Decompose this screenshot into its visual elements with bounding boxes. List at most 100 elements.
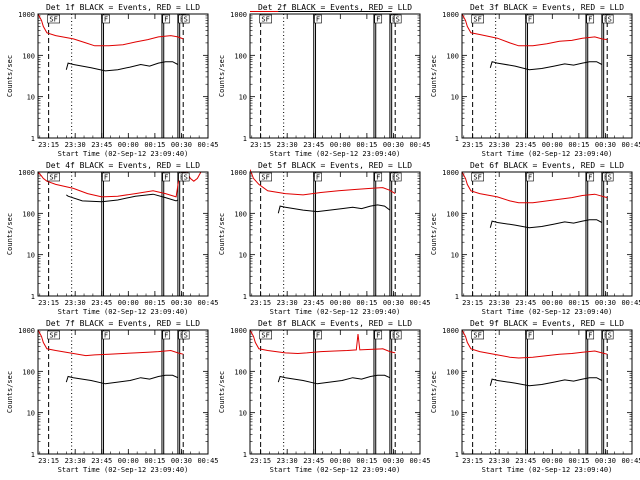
y-tick-label: 1 xyxy=(31,451,35,459)
marker-label-text: F xyxy=(316,332,320,340)
marker-label-sf: SF xyxy=(47,330,60,340)
marker-label-f: F xyxy=(526,172,534,182)
marker-label-sf: SF xyxy=(259,330,272,340)
series-line-lld xyxy=(38,13,184,47)
y-tick-label: 1 xyxy=(455,451,459,459)
x-tick-label: 00:45 xyxy=(197,457,218,465)
plot-frame xyxy=(461,329,633,455)
marker-label-f: F xyxy=(102,14,110,24)
x-tick-label: 23:30 xyxy=(489,299,510,307)
y-axis-label: Counts/sec xyxy=(218,371,226,413)
x-tick-label: 00:45 xyxy=(409,299,430,307)
y-tick-label: 100 xyxy=(22,52,35,60)
x-tick-label: 00:15 xyxy=(144,299,165,307)
marker-label-sf: SF xyxy=(47,172,60,182)
marker-label-sf: SF xyxy=(259,14,272,24)
plot-area xyxy=(250,169,396,296)
marker-label-f: F xyxy=(314,172,322,182)
marker-label-box xyxy=(314,330,322,340)
marker-label-f: F xyxy=(102,172,110,182)
y-tick-label: 100 xyxy=(22,368,35,376)
x-tick-label: 00:30 xyxy=(383,457,404,465)
x-tick-label: 00:45 xyxy=(621,141,640,149)
y-tick-label: 1 xyxy=(243,293,247,301)
x-tick-label: 00:15 xyxy=(356,141,377,149)
marker-label-s: S xyxy=(181,14,190,24)
x-tick-label: 00:45 xyxy=(197,141,218,149)
y-tick-label: 100 xyxy=(22,210,35,218)
y-tick-label: 10 xyxy=(451,94,459,102)
x-tick-label: 23:15 xyxy=(250,457,271,465)
y-tick-label: 100 xyxy=(446,52,459,60)
marker-label-text: S xyxy=(184,16,188,24)
x-tick-label: 23:15 xyxy=(38,141,59,149)
y-tick-label: 100 xyxy=(234,368,247,376)
plot-area xyxy=(38,329,184,454)
marker-label-sf: SF xyxy=(471,330,484,340)
x-axis-label: Start Time (02-Sep-12 23:09:40) xyxy=(58,466,189,474)
x-tick-label: 00:00 xyxy=(330,141,351,149)
marker-label-text: S xyxy=(396,174,400,182)
series-line-lld xyxy=(250,169,396,196)
marker-label-s: S xyxy=(605,330,614,340)
marker-label-box xyxy=(102,330,110,340)
marker-label-box xyxy=(162,14,171,24)
marker-label-text: F xyxy=(104,16,108,24)
marker-label-box xyxy=(586,330,595,340)
x-axis-label: Start Time (02-Sep-12 23:09:40) xyxy=(270,150,401,158)
marker-label-sf: SF xyxy=(47,14,60,24)
marker-label-box xyxy=(102,172,110,182)
marker-label-box xyxy=(314,14,322,24)
marker-label-f: F xyxy=(526,14,534,24)
plot-area xyxy=(462,13,608,138)
series-line-lld xyxy=(38,329,184,357)
x-axis-ticks: 23:15 23:30 23:45 00:00 00:15 00:30 00:45 xyxy=(38,14,219,149)
panel-det-8: Det 8f BLACK = Events, RED = LLD 1 10 100 10… xyxy=(218,319,431,474)
y-axis-label: Counts/sec xyxy=(430,55,438,97)
x-tick-label: 00:15 xyxy=(144,141,165,149)
x-tick-label: 23:30 xyxy=(65,299,86,307)
series-line-lld xyxy=(462,171,608,204)
marker-label-f: F xyxy=(162,172,171,182)
marker-label-box xyxy=(314,172,322,182)
marker-label-text: F xyxy=(104,174,108,182)
x-axis-label: Start Time (02-Sep-12 23:09:40) xyxy=(482,150,613,158)
marker-label-box xyxy=(471,172,484,182)
marker-label-box xyxy=(605,172,614,182)
marker-label-text: F xyxy=(528,16,532,24)
marker-label-box xyxy=(47,172,60,182)
marker-label-text: S xyxy=(184,174,188,182)
y-tick-label: 1 xyxy=(455,135,459,143)
series-line-lld xyxy=(38,171,202,198)
panel-title: Det 7f BLACK = Events, RED = LLD xyxy=(46,319,200,328)
plot-frame xyxy=(461,171,633,297)
panel-det-6: Det 6f BLACK = Events, RED = LLD 1 10 100 10… xyxy=(430,161,640,316)
y-tick-label: 10 xyxy=(451,252,459,260)
x-axis-label: Start Time (02-Sep-12 23:09:40) xyxy=(58,150,189,158)
marker-label-text: S xyxy=(608,174,612,182)
panel-title: Det 9f BLACK = Events, RED = LLD xyxy=(470,319,624,328)
x-axis-ticks: 23:15 23:30 23:45 00:00 00:15 00:30 00:45 xyxy=(38,172,219,307)
x-tick-label: 00:00 xyxy=(330,299,351,307)
x-tick-label: 23:30 xyxy=(65,457,86,465)
marker-label-text: F xyxy=(376,16,380,24)
x-tick-label: 00:30 xyxy=(383,299,404,307)
series-line-events xyxy=(66,193,179,203)
marker-label-f: F xyxy=(374,330,383,340)
y-tick-label: 10 xyxy=(239,94,247,102)
x-tick-label: 23:30 xyxy=(489,457,510,465)
x-tick-label: 23:45 xyxy=(91,141,112,149)
marker-label-s: S xyxy=(393,14,402,24)
y-tick-label: 10 xyxy=(27,94,35,102)
marker-label-box xyxy=(259,172,272,182)
marker-label-text: S xyxy=(396,16,400,24)
x-tick-label: 23:45 xyxy=(515,457,536,465)
x-tick-label: 23:15 xyxy=(250,141,271,149)
marker-label-f: F xyxy=(586,330,595,340)
marker-label-text: F xyxy=(316,16,320,24)
plot-area xyxy=(462,171,608,296)
x-tick-label: 00:00 xyxy=(542,457,563,465)
x-tick-label: 00:15 xyxy=(568,141,589,149)
plot-frame xyxy=(37,13,209,139)
